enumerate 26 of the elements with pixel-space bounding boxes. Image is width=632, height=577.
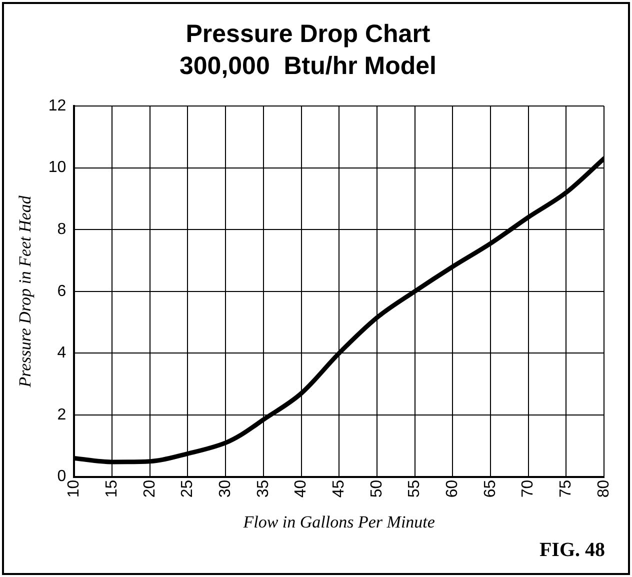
x-tick-label: 20	[141, 480, 158, 498]
y-tick-label: 4	[57, 344, 66, 362]
x-tick-label: 60	[444, 480, 462, 498]
x-tick-label: 35	[254, 480, 272, 498]
y-tick-label: 6	[57, 282, 66, 300]
y-axis-title: Pressure Drop in Feet Head	[16, 195, 35, 388]
chart-subtitle: 300,000 Btu/hr Model	[179, 52, 437, 80]
x-tick-label: 75	[558, 480, 575, 498]
x-tick-label: 40	[292, 480, 310, 498]
caption: FIG. 48	[539, 539, 605, 561]
chart-title: Pressure Drop Chart	[186, 20, 431, 48]
x-tick-label: 15	[103, 480, 120, 498]
y-tick-label: 10	[48, 159, 66, 176]
y-tick-label: 8	[57, 221, 66, 238]
x-tick-label: 25	[179, 480, 196, 498]
x-tick-label: 70	[520, 480, 537, 498]
x-tick-label: 55	[406, 480, 424, 498]
x-tick-label: 30	[216, 480, 234, 498]
y-tick-label: 0	[57, 468, 66, 486]
y-tick-label: 2	[57, 406, 66, 424]
x-tick-label: 65	[482, 480, 499, 498]
x-tick-label: 45	[330, 480, 348, 498]
x-tick-label: 50	[368, 480, 386, 498]
x-tick-label: 80	[595, 480, 612, 498]
x-axis-title: Flow in Gallons Per Minute	[242, 512, 436, 532]
y-tick-label: 12	[48, 97, 66, 114]
